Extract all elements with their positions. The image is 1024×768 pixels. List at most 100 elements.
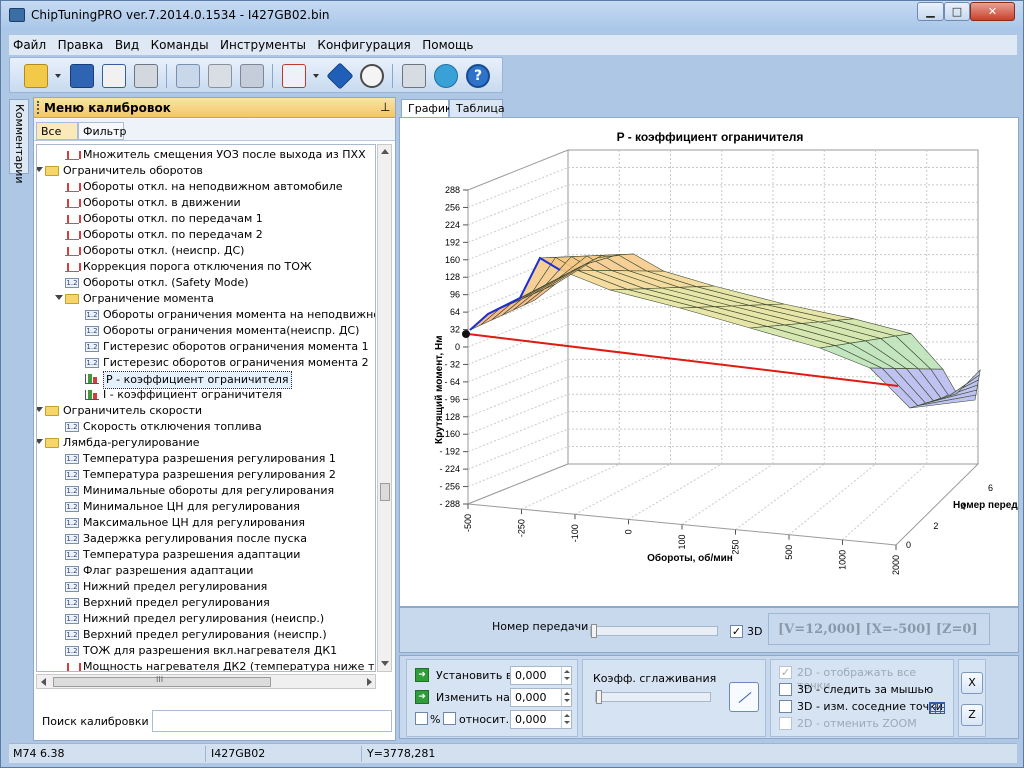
tree-item[interactable]: Коррекция порога отключения по ТОЖ [37,259,375,275]
gear-slider[interactable] [590,624,718,638]
maximize-button[interactable]: □ [944,2,970,21]
tree-item[interactable]: I - коэффициент ограничителя [37,387,375,403]
info-icon[interactable] [326,62,354,90]
graph-panel[interactable]: P - коэффициент ограничителя 288 256 224 19… [399,117,1019,607]
panel-grip-icon[interactable] [37,101,40,114]
undo-icon[interactable] [240,64,264,88]
tree-item[interactable]: Обороты ограничения момента на неподвижн… [37,307,375,323]
save-as-icon[interactable] [102,64,126,88]
percent-checkbox[interactable] [415,712,428,725]
tree-item[interactable]: Гистерезис оборотов ограничения момента … [37,339,375,355]
menu-edit[interactable]: Правка [57,38,104,52]
tree-item[interactable]: Ограничитель скорости [37,403,375,419]
tree-item[interactable]: Ограничение момента [37,291,375,307]
table-grid-icon[interactable] [929,702,945,714]
opt-2d-all-checkbox[interactable]: ✓ [779,666,792,679]
tree-item[interactable]: ТОЖ для разрешения вкл.нагревателя ДК1 [37,643,375,659]
tree-item[interactable]: Множитель смещения УОЗ после выхода из П… [37,147,375,163]
opt-3d-follow-checkbox[interactable] [779,683,792,696]
relative-spinner-icon[interactable] [561,711,571,728]
tree-item[interactable]: Мощность нагревателя ДК2 (температура ни… [37,659,375,671]
tree-item[interactable]: Верхний предел регулирования (неиспр.) [37,627,375,643]
tree-vertical-scrollbar[interactable] [377,144,392,672]
comments-side-tab[interactable]: Комментарии [9,99,29,184]
expand-icon[interactable] [37,439,43,444]
close-button[interactable]: ✕ [970,2,1015,21]
change-value-button[interactable]: ➜ [415,690,429,704]
tree-item[interactable]: Обороты откл. на неподвижном автомобиле [37,179,375,195]
set-value-button[interactable]: ➜ [415,668,429,682]
x-axis-button[interactable]: X [961,672,983,694]
tree-item[interactable]: Флаг разрешения адаптации [37,563,375,579]
title-bar[interactable]: ChipTuningPRO ver.7.2014.0.1534 - I427GB… [1,1,1023,31]
menu-tools[interactable]: Инструменты [220,38,306,52]
menu-file[interactable]: Файл [13,38,47,52]
search-input[interactable] [152,710,392,732]
menu-view[interactable]: Вид [114,38,140,52]
tree-item[interactable]: Максимальное ЦН для регулирования [37,515,375,531]
help-icon[interactable]: ? [466,64,490,88]
menu-help[interactable]: Помощь [422,38,474,52]
expand-icon[interactable] [37,167,43,172]
set-value-input[interactable]: 0,000 [510,666,572,685]
tree-item[interactable]: Обороты откл. (Safety Mode) [37,275,375,291]
tab-table[interactable]: Таблица [449,99,505,117]
gear-slider-knob[interactable] [591,624,597,638]
chart-icon[interactable] [282,64,306,88]
open-icon[interactable] [24,64,48,88]
scroll-up-icon[interactable] [381,149,389,154]
relative-checkbox[interactable] [443,712,456,725]
web-icon[interactable] [434,64,458,88]
tree-item[interactable]: Температура разрешения адаптации [37,547,375,563]
opt-2d-zoom-checkbox[interactable] [779,717,792,730]
stopwatch-icon[interactable] [360,64,384,88]
opt-3d-neighbors-checkbox[interactable] [779,700,792,713]
tree-item[interactable]: Минимальные обороты для регулирования [37,483,375,499]
expand-icon[interactable] [37,407,43,412]
relative-value-input[interactable]: 0,000 [510,710,572,729]
expand-icon[interactable] [55,295,63,300]
paste-icon[interactable] [208,64,232,88]
smoothing-slider[interactable] [595,690,711,704]
tools-icon[interactable] [402,64,426,88]
tree-item[interactable]: Скорость отключения топлива [37,419,375,435]
tree-item[interactable]: Нижний предел регулирования (неиспр.) [37,611,375,627]
minimize-button[interactable]: ▁ [917,2,944,21]
tab-all[interactable]: Все [36,122,78,140]
change-value-input[interactable]: 0,000 [510,688,572,707]
tree-item[interactable]: Температура разрешения регулирования 2 [37,467,375,483]
scroll-left-icon[interactable] [41,678,46,686]
tree-item[interactable]: Обороты откл. в движении [37,195,375,211]
calibration-tree[interactable]: Множитель смещения УОЗ после выхода из П… [36,144,376,672]
tree-horizontal-scrollbar[interactable]: III [36,674,376,689]
copy-icon[interactable] [176,64,200,88]
tree-item[interactable]: Минимальное ЦН для регулирования [37,499,375,515]
scroll-right-icon[interactable] [367,678,372,686]
tree-item[interactable]: P - коэффициент ограничителя [37,371,375,389]
tree-item[interactable]: Обороты ограничения момента(неиспр. ДС) [37,323,375,339]
hscroll-thumb[interactable]: III [53,675,271,687]
tree-item[interactable]: Обороты откл. (неиспр. ДС) [37,243,375,259]
pin-icon[interactable]: ⊥ [380,100,391,114]
menu-commands[interactable]: Команды [150,38,209,52]
scroll-thumb[interactable] [380,483,390,501]
chart-dropdown-icon[interactable] [313,74,319,78]
save-icon[interactable] [70,64,94,88]
smoothing-slider-knob[interactable] [596,690,602,704]
change-spinner-icon[interactable] [561,689,571,706]
set-spinner-icon[interactable] [561,667,571,684]
tree-item[interactable]: Задержка регулирования после пуска [37,531,375,547]
tree-item[interactable]: Нижний предел регулирования [37,579,375,595]
tree-item[interactable]: Гистерезис оборотов ограничения момента … [37,355,375,371]
open-dropdown-icon[interactable] [55,74,61,78]
scroll-down-icon[interactable] [381,661,389,666]
smooth-apply-button[interactable] [729,682,759,712]
tree-item[interactable]: Обороты откл. по передачам 2 [37,227,375,243]
tab-graph[interactable]: График [401,99,452,117]
surface-chart[interactable]: P - коэффициент ограничителя 288 256 224 19… [400,118,1018,606]
tree-item[interactable]: Лямбда-регулирование [37,435,375,451]
tree-item[interactable]: Температура разрешения регулирования 1 [37,451,375,467]
print-icon[interactable] [134,64,158,88]
tree-item[interactable]: Ограничитель оборотов [37,163,375,179]
menu-config[interactable]: Конфигурация [317,38,411,52]
